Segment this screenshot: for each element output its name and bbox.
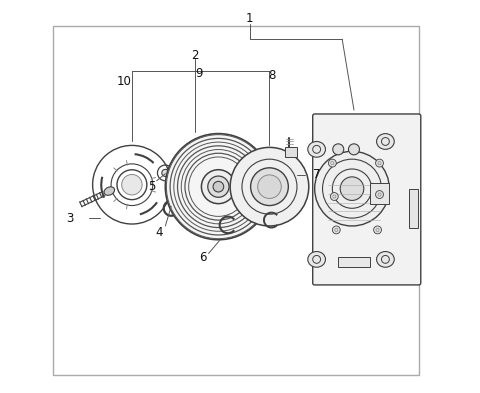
Ellipse shape [377, 252, 394, 267]
Text: 1: 1 [246, 12, 253, 25]
Text: 10: 10 [117, 75, 132, 88]
Text: 6: 6 [199, 251, 206, 264]
Ellipse shape [308, 141, 325, 157]
Circle shape [333, 144, 344, 155]
Bar [53, 26, 419, 375]
Circle shape [122, 174, 142, 195]
Bar [285, 147, 297, 157]
Circle shape [162, 169, 169, 176]
Bar [338, 257, 370, 267]
Circle shape [348, 144, 360, 155]
Text: 4: 4 [156, 226, 163, 239]
Text: 3: 3 [67, 211, 74, 225]
Text: 8: 8 [268, 69, 275, 82]
Circle shape [251, 168, 288, 206]
Bar [409, 189, 418, 228]
Circle shape [332, 226, 340, 234]
Circle shape [340, 177, 364, 200]
Circle shape [258, 175, 281, 198]
Circle shape [208, 176, 229, 197]
Text: 9: 9 [195, 67, 203, 81]
Ellipse shape [308, 252, 325, 267]
Text: 2: 2 [191, 49, 199, 62]
Text: 5: 5 [148, 180, 155, 193]
Circle shape [330, 193, 338, 200]
Circle shape [230, 147, 309, 226]
Ellipse shape [377, 134, 394, 149]
FancyBboxPatch shape [312, 114, 421, 285]
Bar [370, 183, 388, 204]
Circle shape [213, 181, 224, 192]
Circle shape [375, 191, 384, 198]
Ellipse shape [104, 187, 115, 195]
Circle shape [375, 159, 384, 167]
Circle shape [202, 170, 235, 204]
Circle shape [328, 159, 336, 167]
Circle shape [315, 151, 389, 226]
Text: 7: 7 [313, 168, 320, 182]
Circle shape [373, 226, 382, 234]
Circle shape [165, 134, 272, 240]
